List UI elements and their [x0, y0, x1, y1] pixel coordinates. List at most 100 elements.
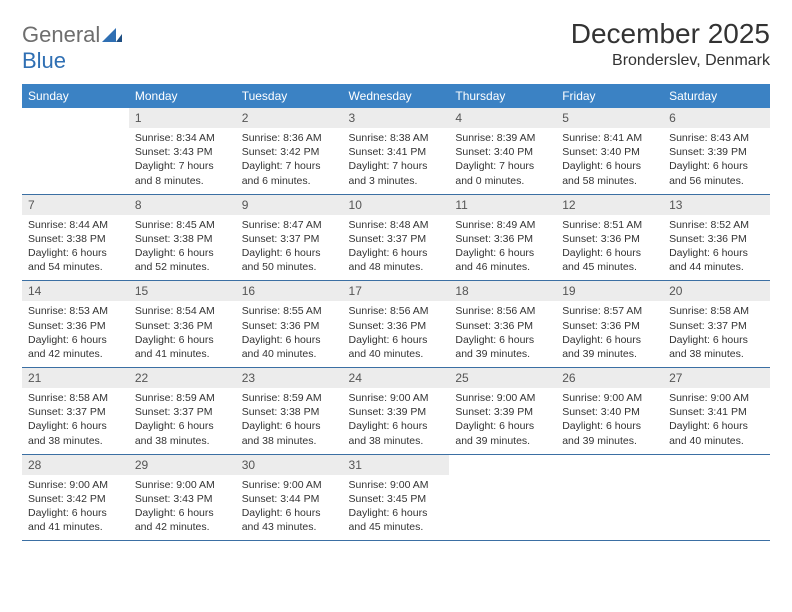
- sunset-text: Sunset: 3:36 PM: [562, 319, 657, 333]
- sunrise-text: Sunrise: 8:53 AM: [28, 304, 123, 318]
- calendar-cell: 4Sunrise: 8:39 AMSunset: 3:40 PMDaylight…: [449, 108, 556, 194]
- calendar-cell: [556, 454, 663, 541]
- sunset-text: Sunset: 3:36 PM: [28, 319, 123, 333]
- daylight-text: Daylight: 6 hours and 45 minutes.: [562, 246, 657, 274]
- day-number: 22: [129, 368, 236, 388]
- day-body: Sunrise: 8:34 AMSunset: 3:43 PMDaylight:…: [129, 128, 236, 194]
- sunset-text: Sunset: 3:40 PM: [562, 405, 657, 419]
- day-body: Sunrise: 8:38 AMSunset: 3:41 PMDaylight:…: [343, 128, 450, 194]
- day-number: 30: [236, 455, 343, 475]
- day-number: 11: [449, 195, 556, 215]
- daylight-text: Daylight: 6 hours and 39 minutes.: [455, 333, 550, 361]
- day-body: Sunrise: 8:54 AMSunset: 3:36 PMDaylight:…: [129, 301, 236, 367]
- sunrise-text: Sunrise: 8:59 AM: [242, 391, 337, 405]
- day-number: 13: [663, 195, 770, 215]
- calendar-cell: 25Sunrise: 9:00 AMSunset: 3:39 PMDayligh…: [449, 368, 556, 455]
- calendar-cell: 15Sunrise: 8:54 AMSunset: 3:36 PMDayligh…: [129, 281, 236, 368]
- calendar-cell: 13Sunrise: 8:52 AMSunset: 3:36 PMDayligh…: [663, 194, 770, 281]
- daylight-text: Daylight: 6 hours and 41 minutes.: [28, 506, 123, 534]
- calendar-row: 1Sunrise: 8:34 AMSunset: 3:43 PMDaylight…: [22, 108, 770, 194]
- sunrise-text: Sunrise: 9:00 AM: [669, 391, 764, 405]
- calendar-cell: 28Sunrise: 9:00 AMSunset: 3:42 PMDayligh…: [22, 454, 129, 541]
- sunrise-text: Sunrise: 9:00 AM: [562, 391, 657, 405]
- day-body: Sunrise: 8:58 AMSunset: 3:37 PMDaylight:…: [22, 388, 129, 454]
- day-number: 5: [556, 108, 663, 128]
- day-number: 27: [663, 368, 770, 388]
- dh-tue: Tuesday: [236, 84, 343, 108]
- dh-sun: Sunday: [22, 84, 129, 108]
- sunrise-text: Sunrise: 8:56 AM: [349, 304, 444, 318]
- calendar-cell: 16Sunrise: 8:55 AMSunset: 3:36 PMDayligh…: [236, 281, 343, 368]
- sunset-text: Sunset: 3:43 PM: [135, 145, 230, 159]
- sunset-text: Sunset: 3:43 PM: [135, 492, 230, 506]
- title-block: December 2025 Bronderslev, Denmark: [571, 18, 770, 70]
- day-body: Sunrise: 9:00 AMSunset: 3:40 PMDaylight:…: [556, 388, 663, 454]
- logo-text: GeneralBlue: [22, 22, 122, 74]
- calendar-cell: 22Sunrise: 8:59 AMSunset: 3:37 PMDayligh…: [129, 368, 236, 455]
- calendar-cell: 8Sunrise: 8:45 AMSunset: 3:38 PMDaylight…: [129, 194, 236, 281]
- day-body: Sunrise: 8:36 AMSunset: 3:42 PMDaylight:…: [236, 128, 343, 194]
- day-body: Sunrise: 9:00 AMSunset: 3:43 PMDaylight:…: [129, 475, 236, 541]
- day-number: 28: [22, 455, 129, 475]
- calendar-cell: 23Sunrise: 8:59 AMSunset: 3:38 PMDayligh…: [236, 368, 343, 455]
- day-body: Sunrise: 8:43 AMSunset: 3:39 PMDaylight:…: [663, 128, 770, 194]
- day-number: 3: [343, 108, 450, 128]
- sunset-text: Sunset: 3:36 PM: [562, 232, 657, 246]
- daylight-text: Daylight: 6 hours and 56 minutes.: [669, 159, 764, 187]
- daylight-text: Daylight: 6 hours and 43 minutes.: [242, 506, 337, 534]
- calendar-cell: 19Sunrise: 8:57 AMSunset: 3:36 PMDayligh…: [556, 281, 663, 368]
- day-body: Sunrise: 8:45 AMSunset: 3:38 PMDaylight:…: [129, 215, 236, 281]
- sunrise-text: Sunrise: 8:41 AM: [562, 131, 657, 145]
- day-number: 16: [236, 281, 343, 301]
- daylight-text: Daylight: 6 hours and 44 minutes.: [669, 246, 764, 274]
- sunrise-text: Sunrise: 8:38 AM: [349, 131, 444, 145]
- logo: GeneralBlue: [22, 22, 122, 74]
- day-body: Sunrise: 8:59 AMSunset: 3:37 PMDaylight:…: [129, 388, 236, 454]
- logo-mark-icon: [102, 22, 122, 47]
- calendar-table: Sunday Monday Tuesday Wednesday Thursday…: [22, 84, 770, 541]
- sunrise-text: Sunrise: 8:44 AM: [28, 218, 123, 232]
- calendar-cell: 17Sunrise: 8:56 AMSunset: 3:36 PMDayligh…: [343, 281, 450, 368]
- daylight-text: Daylight: 6 hours and 38 minutes.: [669, 333, 764, 361]
- day-body: Sunrise: 8:41 AMSunset: 3:40 PMDaylight:…: [556, 128, 663, 194]
- sunset-text: Sunset: 3:36 PM: [455, 232, 550, 246]
- day-header-row: Sunday Monday Tuesday Wednesday Thursday…: [22, 84, 770, 108]
- day-number: 31: [343, 455, 450, 475]
- daylight-text: Daylight: 6 hours and 50 minutes.: [242, 246, 337, 274]
- calendar-cell: 27Sunrise: 9:00 AMSunset: 3:41 PMDayligh…: [663, 368, 770, 455]
- dh-fri: Friday: [556, 84, 663, 108]
- daylight-text: Daylight: 6 hours and 54 minutes.: [28, 246, 123, 274]
- day-number: 8: [129, 195, 236, 215]
- day-number: 4: [449, 108, 556, 128]
- daylight-text: Daylight: 7 hours and 0 minutes.: [455, 159, 550, 187]
- day-number: 10: [343, 195, 450, 215]
- day-body: Sunrise: 8:56 AMSunset: 3:36 PMDaylight:…: [343, 301, 450, 367]
- day-number: [556, 455, 663, 461]
- calendar-cell: 30Sunrise: 9:00 AMSunset: 3:44 PMDayligh…: [236, 454, 343, 541]
- calendar-cell: 20Sunrise: 8:58 AMSunset: 3:37 PMDayligh…: [663, 281, 770, 368]
- sunset-text: Sunset: 3:37 PM: [28, 405, 123, 419]
- sunset-text: Sunset: 3:36 PM: [669, 232, 764, 246]
- calendar-cell: 9Sunrise: 8:47 AMSunset: 3:37 PMDaylight…: [236, 194, 343, 281]
- sunset-text: Sunset: 3:37 PM: [242, 232, 337, 246]
- day-number: 19: [556, 281, 663, 301]
- location: Bronderslev, Denmark: [571, 52, 770, 70]
- daylight-text: Daylight: 7 hours and 3 minutes.: [349, 159, 444, 187]
- daylight-text: Daylight: 6 hours and 39 minutes.: [562, 333, 657, 361]
- calendar-cell: 24Sunrise: 9:00 AMSunset: 3:39 PMDayligh…: [343, 368, 450, 455]
- month-title: December 2025: [571, 18, 770, 50]
- day-number: 21: [22, 368, 129, 388]
- sunrise-text: Sunrise: 9:00 AM: [349, 391, 444, 405]
- day-number: 24: [343, 368, 450, 388]
- sunset-text: Sunset: 3:38 PM: [28, 232, 123, 246]
- sunrise-text: Sunrise: 9:00 AM: [455, 391, 550, 405]
- day-body: Sunrise: 8:39 AMSunset: 3:40 PMDaylight:…: [449, 128, 556, 194]
- sunrise-text: Sunrise: 8:49 AM: [455, 218, 550, 232]
- sunset-text: Sunset: 3:42 PM: [28, 492, 123, 506]
- day-body: Sunrise: 9:00 AMSunset: 3:44 PMDaylight:…: [236, 475, 343, 541]
- day-number: 2: [236, 108, 343, 128]
- day-number: 14: [22, 281, 129, 301]
- daylight-text: Daylight: 6 hours and 41 minutes.: [135, 333, 230, 361]
- daylight-text: Daylight: 7 hours and 8 minutes.: [135, 159, 230, 187]
- day-body: Sunrise: 8:55 AMSunset: 3:36 PMDaylight:…: [236, 301, 343, 367]
